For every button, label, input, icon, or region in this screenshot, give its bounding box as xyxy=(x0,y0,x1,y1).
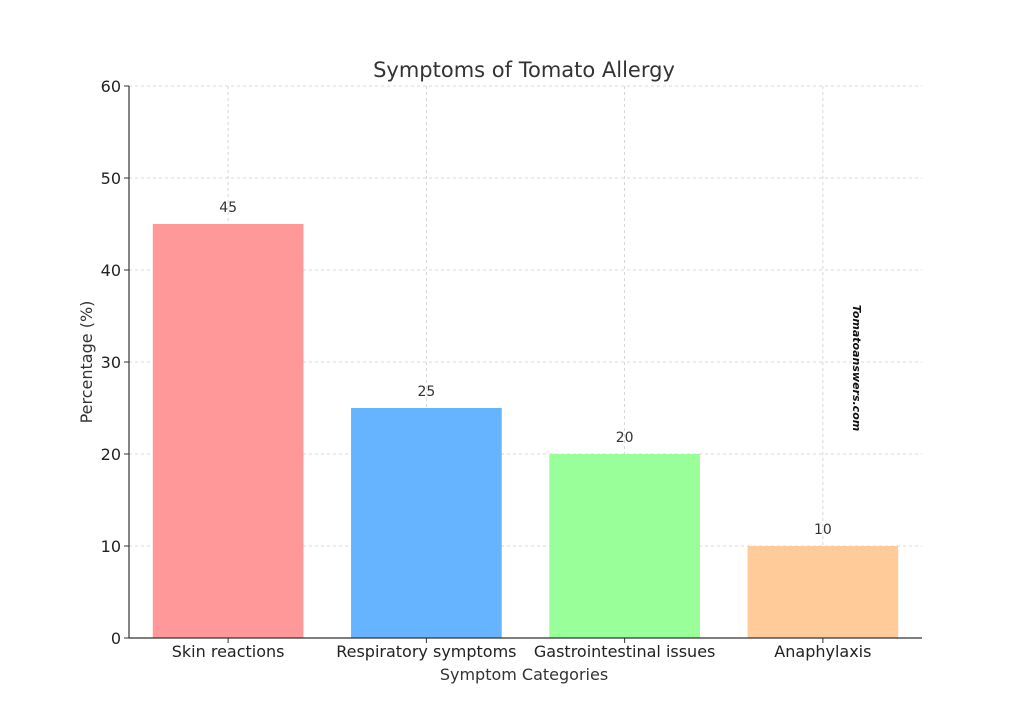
bar-respiratory-symptoms xyxy=(351,408,502,638)
data-label: 45 xyxy=(219,200,237,216)
y-tick-label: 0 xyxy=(111,629,121,648)
data-label: 20 xyxy=(616,430,634,446)
data-labels: 45 25 20 10 xyxy=(219,200,832,538)
x-axis-label: Symptom Categories xyxy=(440,665,608,684)
bar-anaphylaxis xyxy=(747,546,899,638)
y-tick-label: 30 xyxy=(101,353,121,372)
y-axis-label: Percentage (%) xyxy=(77,301,96,424)
x-tick-label: Skin reactions xyxy=(172,642,285,661)
tick-labels: 0 10 20 30 40 50 60 Skin reactions Respiratory s… xyxy=(101,77,872,661)
bar-skin-reactions xyxy=(152,224,304,638)
chart-title: Symptoms of Tomato Allergy xyxy=(373,58,675,82)
y-tick-label: 50 xyxy=(101,169,121,188)
axes xyxy=(124,85,922,643)
y-tick-label: 10 xyxy=(101,537,121,556)
data-label: 25 xyxy=(417,384,435,400)
watermark-text: Tomatoanswers.com xyxy=(850,305,863,431)
x-tick-label: Gastrointestinal issues xyxy=(534,642,716,661)
y-tick-label: 40 xyxy=(101,261,121,280)
y-tick-label: 20 xyxy=(101,445,121,464)
bars xyxy=(152,224,899,638)
x-tick-label: Respiratory symptoms xyxy=(336,642,516,661)
data-label: 10 xyxy=(814,522,832,538)
y-tick-label: 60 xyxy=(101,77,121,96)
x-tick-label: Anaphylaxis xyxy=(774,642,871,661)
bar-gastrointestinal-issues xyxy=(549,454,700,638)
